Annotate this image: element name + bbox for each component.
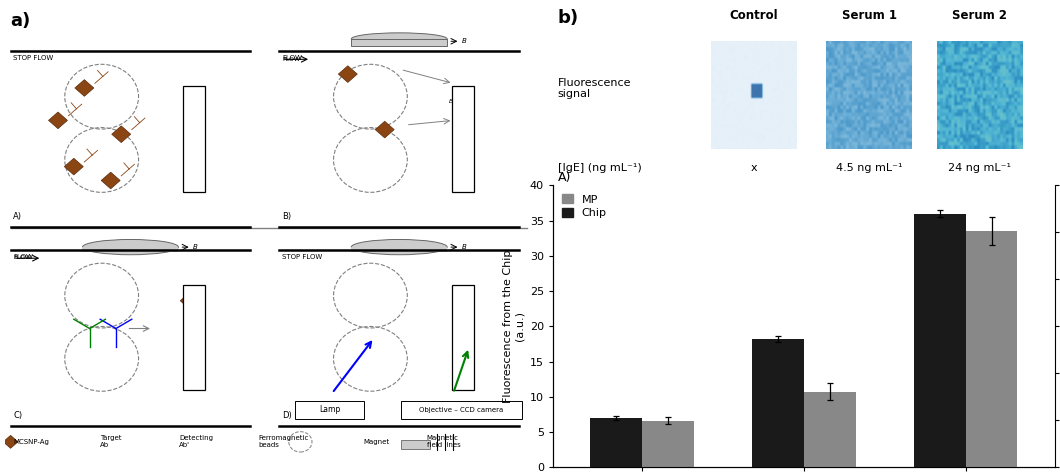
Text: Serum 1: Serum 1 (842, 8, 897, 22)
Polygon shape (3, 435, 18, 448)
Bar (452, 86, 474, 192)
Text: Magnet: Magnet (364, 439, 390, 445)
Bar (183, 285, 205, 390)
Text: FLOW: FLOW (13, 255, 31, 261)
Text: A): A) (13, 212, 22, 221)
Bar (351, 39, 447, 46)
Polygon shape (338, 66, 357, 83)
Bar (642, 421, 693, 467)
Bar (803, 392, 855, 467)
Text: 4.5 ng mL⁻¹: 4.5 ng mL⁻¹ (835, 163, 902, 173)
Bar (183, 86, 205, 192)
Text: Target
Ab: Target Ab (100, 435, 122, 448)
Text: FLOW: FLOW (282, 55, 302, 61)
Legend: MP, Chip: MP, Chip (559, 191, 611, 222)
Bar (295, 401, 364, 419)
Text: B): B) (282, 212, 292, 221)
Text: 24 ng mL⁻¹: 24 ng mL⁻¹ (948, 163, 1011, 173)
Text: B: B (193, 244, 198, 250)
Text: x: x (750, 163, 757, 173)
Bar (752, 339, 803, 467)
Text: b): b) (558, 8, 579, 27)
Text: FLOW: FLOW (13, 253, 33, 260)
Bar (351, 247, 447, 252)
Text: B: B (462, 38, 466, 44)
Text: STOP FLOW: STOP FLOW (282, 253, 322, 260)
Polygon shape (111, 126, 130, 143)
Bar (83, 247, 178, 252)
Text: a): a) (11, 12, 31, 30)
Bar (966, 231, 1018, 467)
Text: D): D) (282, 411, 292, 420)
Bar (452, 285, 474, 390)
Text: Control: Control (729, 8, 778, 22)
Bar (401, 440, 429, 449)
Text: Lamp: Lamp (319, 405, 340, 414)
Bar (914, 213, 966, 467)
Text: FLOW: FLOW (282, 57, 300, 61)
Bar (590, 418, 642, 467)
Y-axis label: Fluorescence from the Chip
(a.u.): Fluorescence from the Chip (a.u.) (502, 250, 524, 403)
Text: C): C) (13, 411, 22, 420)
Text: Serum 2: Serum 2 (952, 8, 1007, 22)
Text: Objective – CCD camera: Objective – CCD camera (419, 407, 504, 413)
Text: B: B (462, 244, 466, 250)
Ellipse shape (351, 239, 447, 255)
Polygon shape (180, 293, 199, 309)
Ellipse shape (351, 33, 447, 45)
Text: Magnetic
field lines: Magnetic field lines (427, 435, 461, 448)
Text: STOP FLOW: STOP FLOW (13, 55, 53, 61)
Text: MCSNP-Ag: MCSNP-Ag (13, 439, 49, 445)
Ellipse shape (83, 239, 178, 255)
Text: B: B (448, 100, 453, 104)
Polygon shape (75, 80, 94, 96)
Polygon shape (375, 121, 394, 138)
Text: Ferromagnetic
beads: Ferromagnetic beads (259, 435, 308, 448)
Text: [IgE] (ng mL⁻¹): [IgE] (ng mL⁻¹) (558, 163, 641, 173)
Bar (401, 401, 522, 419)
Text: Fluorescence
signal: Fluorescence signal (558, 78, 632, 100)
Text: Detecting
Ab': Detecting Ab' (179, 435, 213, 448)
Polygon shape (65, 158, 84, 175)
Text: A): A) (558, 171, 571, 184)
Polygon shape (101, 172, 120, 189)
Polygon shape (49, 112, 68, 129)
